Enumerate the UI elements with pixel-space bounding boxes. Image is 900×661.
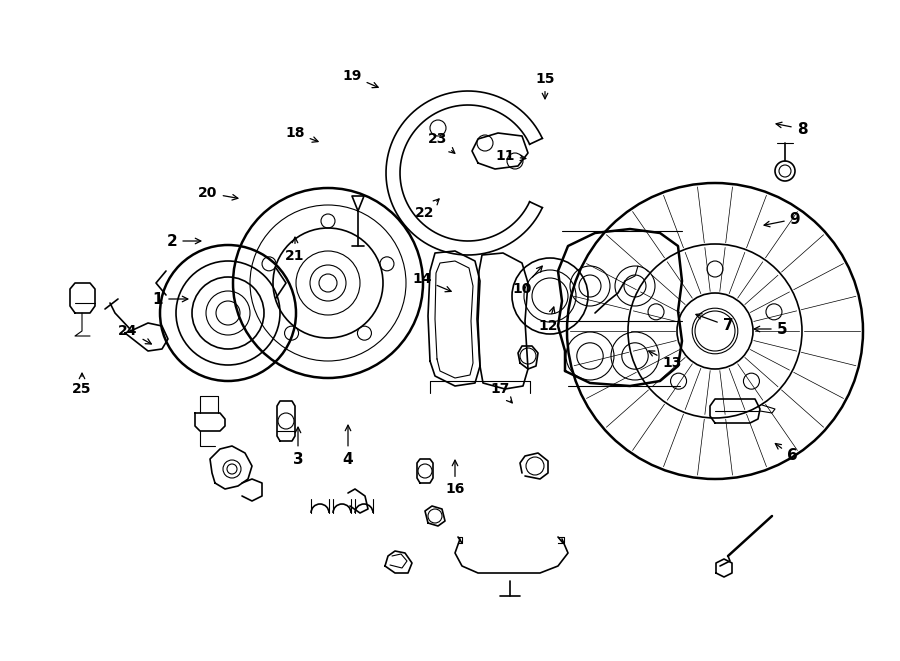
Text: 11: 11	[495, 149, 526, 163]
Text: 1: 1	[153, 292, 188, 307]
Text: 7: 7	[696, 314, 734, 334]
Text: 23: 23	[428, 132, 454, 153]
Text: 24: 24	[118, 324, 151, 344]
Text: 15: 15	[536, 72, 554, 99]
Text: 19: 19	[342, 69, 378, 88]
Text: 4: 4	[343, 425, 354, 467]
Text: 18: 18	[285, 126, 318, 142]
Text: 2: 2	[166, 233, 201, 249]
Text: 25: 25	[72, 373, 92, 396]
Text: 10: 10	[512, 266, 542, 296]
Text: 12: 12	[538, 307, 558, 333]
Text: 22: 22	[415, 199, 439, 220]
Text: 21: 21	[285, 237, 305, 263]
Text: 13: 13	[649, 351, 681, 370]
Text: 8: 8	[776, 122, 807, 137]
Text: 9: 9	[764, 212, 800, 227]
Text: 16: 16	[446, 460, 464, 496]
Text: 14: 14	[412, 272, 451, 292]
Text: 5: 5	[754, 321, 788, 336]
Text: 20: 20	[198, 186, 238, 200]
Text: 6: 6	[775, 444, 797, 463]
Text: 3: 3	[292, 427, 303, 467]
Text: 17: 17	[491, 382, 512, 403]
